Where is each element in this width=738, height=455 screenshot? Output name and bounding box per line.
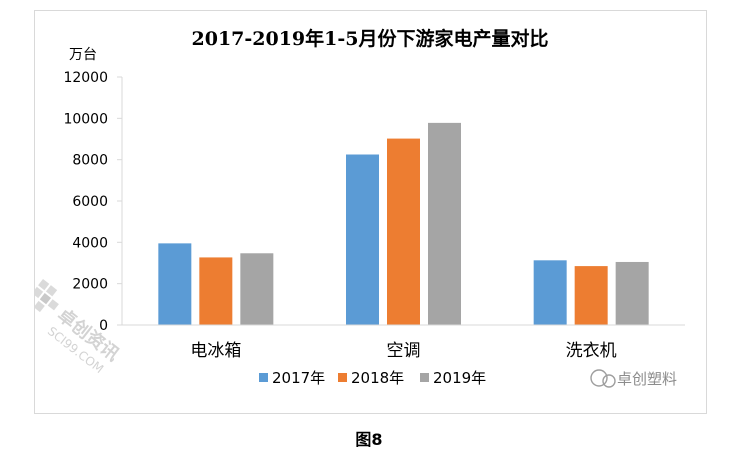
y-axis-unit: 万台 — [69, 47, 97, 63]
x-category-label: 电冰箱 — [190, 341, 241, 361]
figure-caption: 图8 — [355, 430, 383, 449]
bar-2018年-洗衣机 — [574, 266, 608, 325]
y-axis-ticks: 0 2000 4000 6000 8000 10000 12000 — [63, 70, 122, 334]
legend-label: 2019年 — [433, 369, 486, 387]
y-tick-label: 10000 — [63, 111, 108, 127]
bar-2017年-洗衣机 — [533, 260, 567, 325]
bar-2017年-空调 — [346, 154, 379, 325]
chart-frame: 2017-2019年1-5月份下游家电产量对比 万台 0 2000 4000 6000… — [34, 10, 707, 414]
y-tick-label: 0 — [99, 318, 108, 334]
bar-chart: 2017-2019年1-5月份下游家电产量对比 万台 0 2000 4000 6000… — [35, 27, 685, 388]
bar-2018年-空调 — [387, 138, 420, 325]
bar-2019年-空调 — [428, 122, 461, 325]
x-category-label: 洗衣机 — [566, 341, 617, 361]
legend-swatch — [338, 373, 347, 382]
bar-2019年-电冰箱 — [240, 253, 274, 325]
legend-label: 2017年 — [272, 369, 325, 387]
y-tick-label: 12000 — [63, 70, 108, 86]
watermark-logo-icon — [590, 369, 616, 388]
bars-group — [158, 122, 649, 325]
x-category-label: 空调 — [387, 341, 421, 361]
legend-label: 2018年 — [351, 369, 404, 387]
category-labels: 电冰箱 空调 洗衣机 — [190, 341, 616, 361]
bar-2019年-洗衣机 — [615, 261, 649, 325]
legend-swatch — [420, 373, 429, 382]
bar-2018年-电冰箱 — [199, 257, 233, 325]
legend-swatch — [259, 373, 268, 382]
chart-title: 2017-2019年1-5月份下游家电产量对比 — [192, 27, 549, 50]
y-tick-label: 6000 — [72, 194, 108, 210]
y-tick-label: 4000 — [72, 235, 108, 251]
watermark-stamp: 卓创资讯 SCI99.COM — [35, 279, 123, 376]
legend: 2017年 2018年 2019年 — [259, 369, 486, 387]
watermark-text: 卓创塑料 — [617, 370, 677, 388]
y-tick-label: 2000 — [72, 277, 108, 293]
bar-2017年-电冰箱 — [158, 243, 192, 325]
y-tick-label: 8000 — [72, 153, 108, 169]
